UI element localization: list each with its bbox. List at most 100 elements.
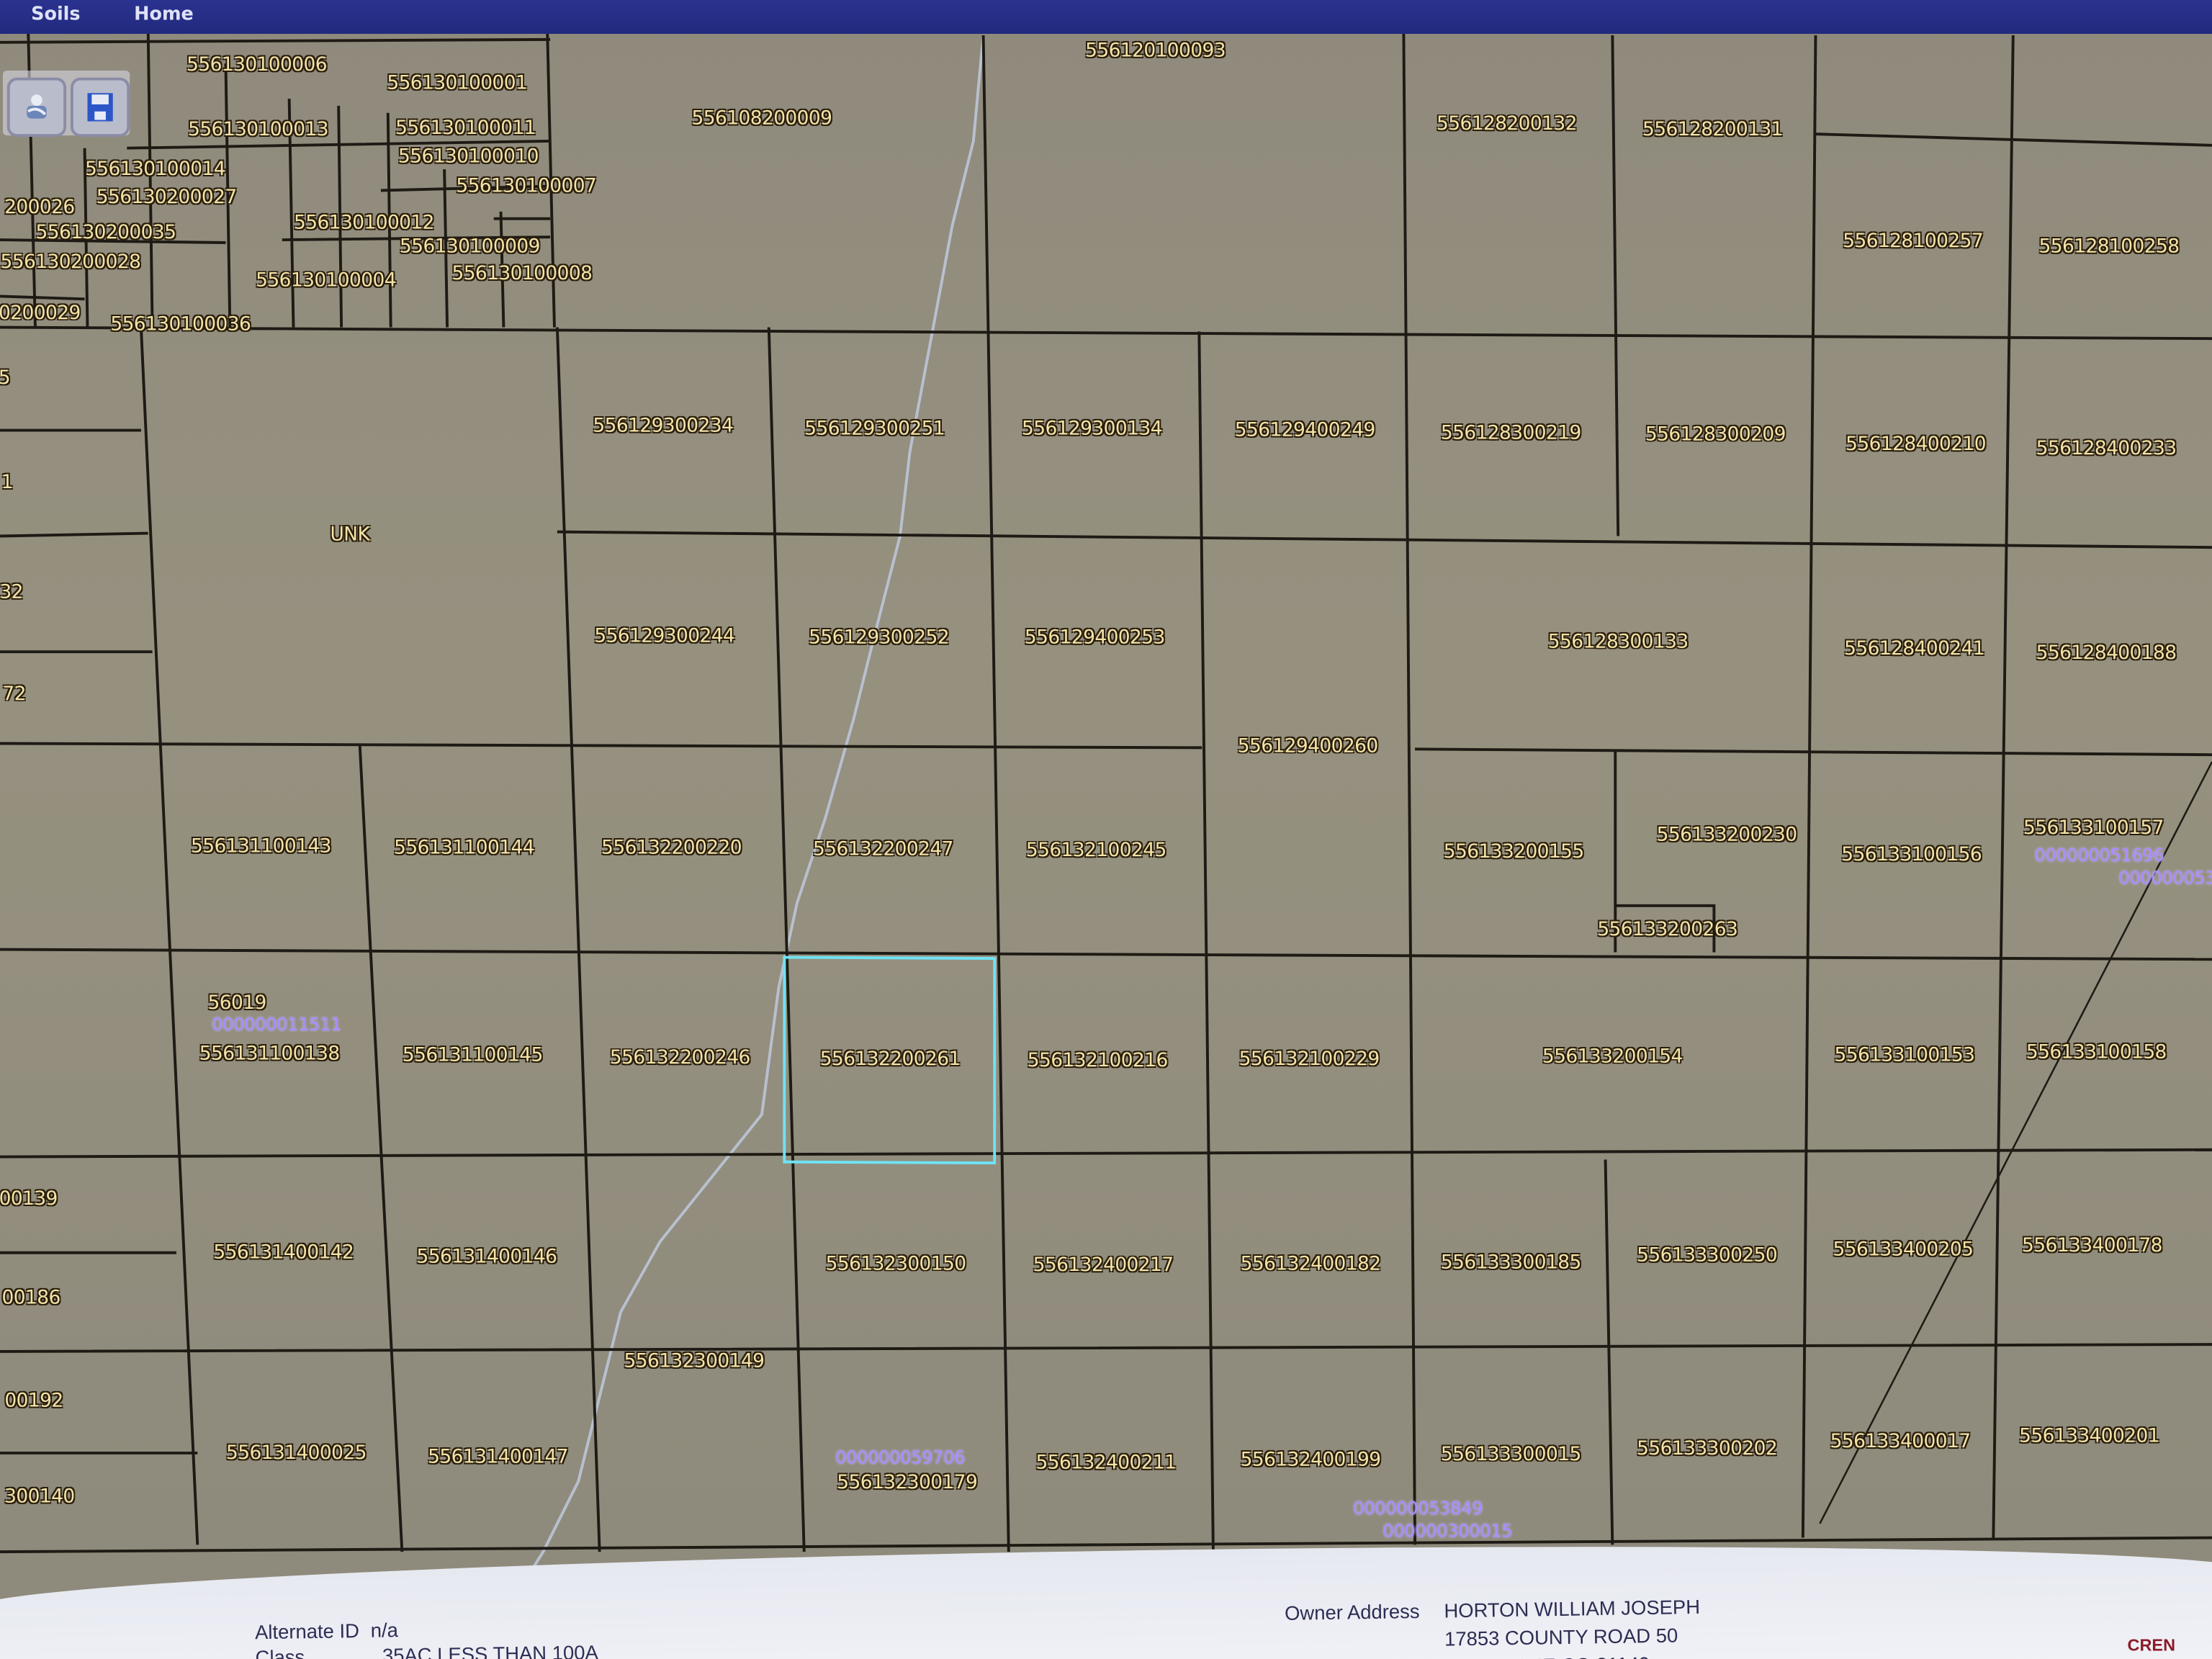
parcel-label[interactable]: 556132300149 — [624, 1349, 765, 1373]
parcel-label[interactable]: 556132100216 — [1027, 1049, 1169, 1072]
parcel-label[interactable]: 0200029 — [0, 302, 81, 325]
save-button[interactable] — [70, 77, 130, 138]
print-button[interactable] — [6, 77, 67, 138]
parcel-label[interactable]: 556129400253 — [1024, 626, 1166, 649]
parcel-label[interactable]: 556133100153 — [1834, 1043, 1975, 1067]
parcel-label[interactable]: 556133200155 — [1443, 840, 1585, 864]
parcel-label[interactable]: 556133400205 — [1833, 1238, 1974, 1262]
parcel-label[interactable]: 556132200220 — [601, 836, 742, 860]
parcel-label[interactable]: 556130100010 — [397, 145, 539, 168]
parcel-label[interactable]: 556129400249 — [1234, 418, 1376, 442]
parcel-label[interactable]: 556129300244 — [594, 624, 735, 648]
parcel-label[interactable]: 556133100158 — [2026, 1040, 2167, 1064]
parcel-label[interactable]: 556132400217 — [1033, 1254, 1174, 1277]
parcel-label[interactable]: 556130100001 — [387, 71, 528, 95]
parcel-label[interactable]: UNK — [330, 523, 370, 547]
parcel-label[interactable]: 556128400241 — [1844, 637, 1985, 660]
nav-home[interactable]: Home — [134, 4, 194, 26]
parcel-label[interactable]: 556129300251 — [804, 417, 945, 441]
parcel-label[interactable]: 556131100143 — [190, 835, 332, 858]
parcel-label[interactable]: 556133400201 — [2019, 1424, 2160, 1448]
parcel-label[interactable]: 556129300134 — [1021, 417, 1163, 441]
parcel-label[interactable]: 556131100144 — [394, 836, 535, 860]
parcel-label[interactable]: 556120100093 — [1085, 39, 1226, 63]
parcel-label[interactable]: 32 — [0, 581, 24, 604]
parcel-label[interactable]: 556132400182 — [1240, 1252, 1382, 1276]
parcel-label[interactable]: 556130100012 — [294, 211, 435, 235]
parcel-label[interactable]: 556128400210 — [1845, 433, 1987, 456]
account-label[interactable]: 000000053849 — [1353, 1497, 1483, 1519]
parcel-label[interactable]: 556130200028 — [0, 251, 142, 274]
parcel-label[interactable]: 56019 — [207, 992, 267, 1015]
parcel-label[interactable]: 556132300179 — [837, 1471, 978, 1494]
parcel-label[interactable]: 556128100257 — [1843, 230, 1984, 253]
nav-soils[interactable]: Soils — [31, 4, 81, 26]
parcel-label[interactable]: 556130200027 — [96, 186, 238, 209]
parcel-label[interactable]: 556131100145 — [402, 1043, 544, 1067]
parcel-label[interactable]: 556108200009 — [691, 107, 833, 130]
parcel-label[interactable]: 556130100009 — [399, 235, 541, 258]
parcel-label[interactable]: 556130100008 — [451, 262, 593, 285]
parcel-label[interactable]: 00139 — [0, 1187, 58, 1210]
parcel-label[interactable]: 556128100258 — [2038, 235, 2180, 258]
account-label[interactable]: 000000051696 — [2034, 844, 2164, 866]
parcel-label[interactable]: 556133400017 — [1830, 1430, 1972, 1453]
parcel-label[interactable]: 556129300234 — [593, 415, 734, 438]
parcel-label[interactable]: 00186 — [1, 1286, 60, 1310]
parcel-label[interactable]: 556132400199 — [1240, 1449, 1382, 1472]
parcel-label[interactable]: 556132100229 — [1238, 1048, 1380, 1071]
parcel-label[interactable]: 556130100007 — [456, 174, 597, 198]
parcel-label[interactable]: 5 — [0, 367, 11, 389]
parcel-label[interactable]: 556132300150 — [825, 1252, 967, 1276]
parcel-label[interactable]: 556133400178 — [2022, 1234, 2163, 1257]
parcel-label[interactable]: 556133200230 — [1656, 824, 1798, 847]
parcel-label[interactable]: 556130200035 — [35, 221, 176, 244]
parcel-label[interactable]: 1 — [1, 471, 14, 494]
parcel-label[interactable]: 556133200154 — [1542, 1045, 1683, 1069]
parcel-label[interactable]: 556128400233 — [2036, 437, 2177, 460]
parcel-label[interactable]: 556133300250 — [1637, 1244, 1778, 1267]
parcel-label[interactable]: 556128400188 — [2036, 642, 2177, 665]
parcel-label[interactable]: 556132100245 — [1025, 839, 1167, 863]
selected-parcel-outline[interactable] — [783, 956, 997, 1165]
parcel-label[interactable]: 556133100157 — [2023, 817, 2164, 840]
parcel-label[interactable]: 556130100004 — [256, 269, 397, 292]
parcel-label[interactable]: 556129300252 — [809, 626, 950, 649]
parcel-label[interactable]: 556131400147 — [428, 1446, 569, 1469]
account-label[interactable]: 000000059706 — [835, 1447, 966, 1468]
parcel-label[interactable]: 556133300185 — [1440, 1251, 1582, 1274]
parcel-label[interactable]: 72 — [2, 683, 26, 706]
parcel-label[interactable]: 556133100156 — [1841, 843, 1982, 866]
parcel-label[interactable]: 556133300202 — [1637, 1437, 1778, 1460]
parcel-label[interactable]: 556131400025 — [225, 1442, 367, 1465]
parcel-label[interactable]: 556133200263 — [1597, 918, 1738, 941]
parcel-label[interactable]: 556131400146 — [416, 1245, 557, 1269]
parcel-label[interactable]: 556129400260 — [1237, 734, 1379, 758]
account-label[interactable]: 000000011511 — [212, 1013, 342, 1035]
parcel-label[interactable]: 556130100036 — [110, 313, 251, 336]
parcel-label[interactable]: 556130100014 — [85, 158, 226, 181]
parcel-label[interactable]: 00192 — [4, 1389, 63, 1413]
account-label[interactable]: 0000000530 — [2118, 866, 2212, 889]
parcel-label[interactable]: 556132200246 — [609, 1046, 751, 1070]
selected-parcel-label[interactable]: 556132200261 — [819, 1048, 961, 1071]
account-label[interactable]: 000000300015 — [1382, 1520, 1513, 1542]
parcel-label[interactable]: 556131100138 — [199, 1042, 341, 1066]
alternate-id-value: n/a — [370, 1618, 399, 1642]
parcel-label[interactable]: 556128200131 — [1642, 118, 1784, 141]
parcel-label[interactable]: 556128300133 — [1547, 630, 1689, 654]
parcel-label[interactable]: 556128300219 — [1440, 421, 1582, 445]
parcel-label[interactable]: 556132200247 — [813, 837, 954, 861]
parcel-label[interactable]: 556130100011 — [395, 117, 536, 140]
parcel-label[interactable]: 556130100013 — [188, 118, 329, 141]
parcel-label[interactable]: 556131400142 — [213, 1241, 354, 1264]
parcel-label[interactable]: 556130100006 — [186, 53, 328, 76]
parcel-label[interactable]: 556128200132 — [1436, 112, 1578, 136]
parcel-label[interactable]: 556128300209 — [1645, 423, 1786, 446]
app-header: Soils Home — [0, 0, 2212, 35]
parcel-label[interactable]: 200026 — [4, 196, 75, 219]
parcel-label[interactable]: 556132400211 — [1035, 1452, 1177, 1475]
parcel-label[interactable]: 556133300015 — [1440, 1443, 1582, 1466]
parcel-label[interactable]: 300140 — [4, 1485, 75, 1509]
